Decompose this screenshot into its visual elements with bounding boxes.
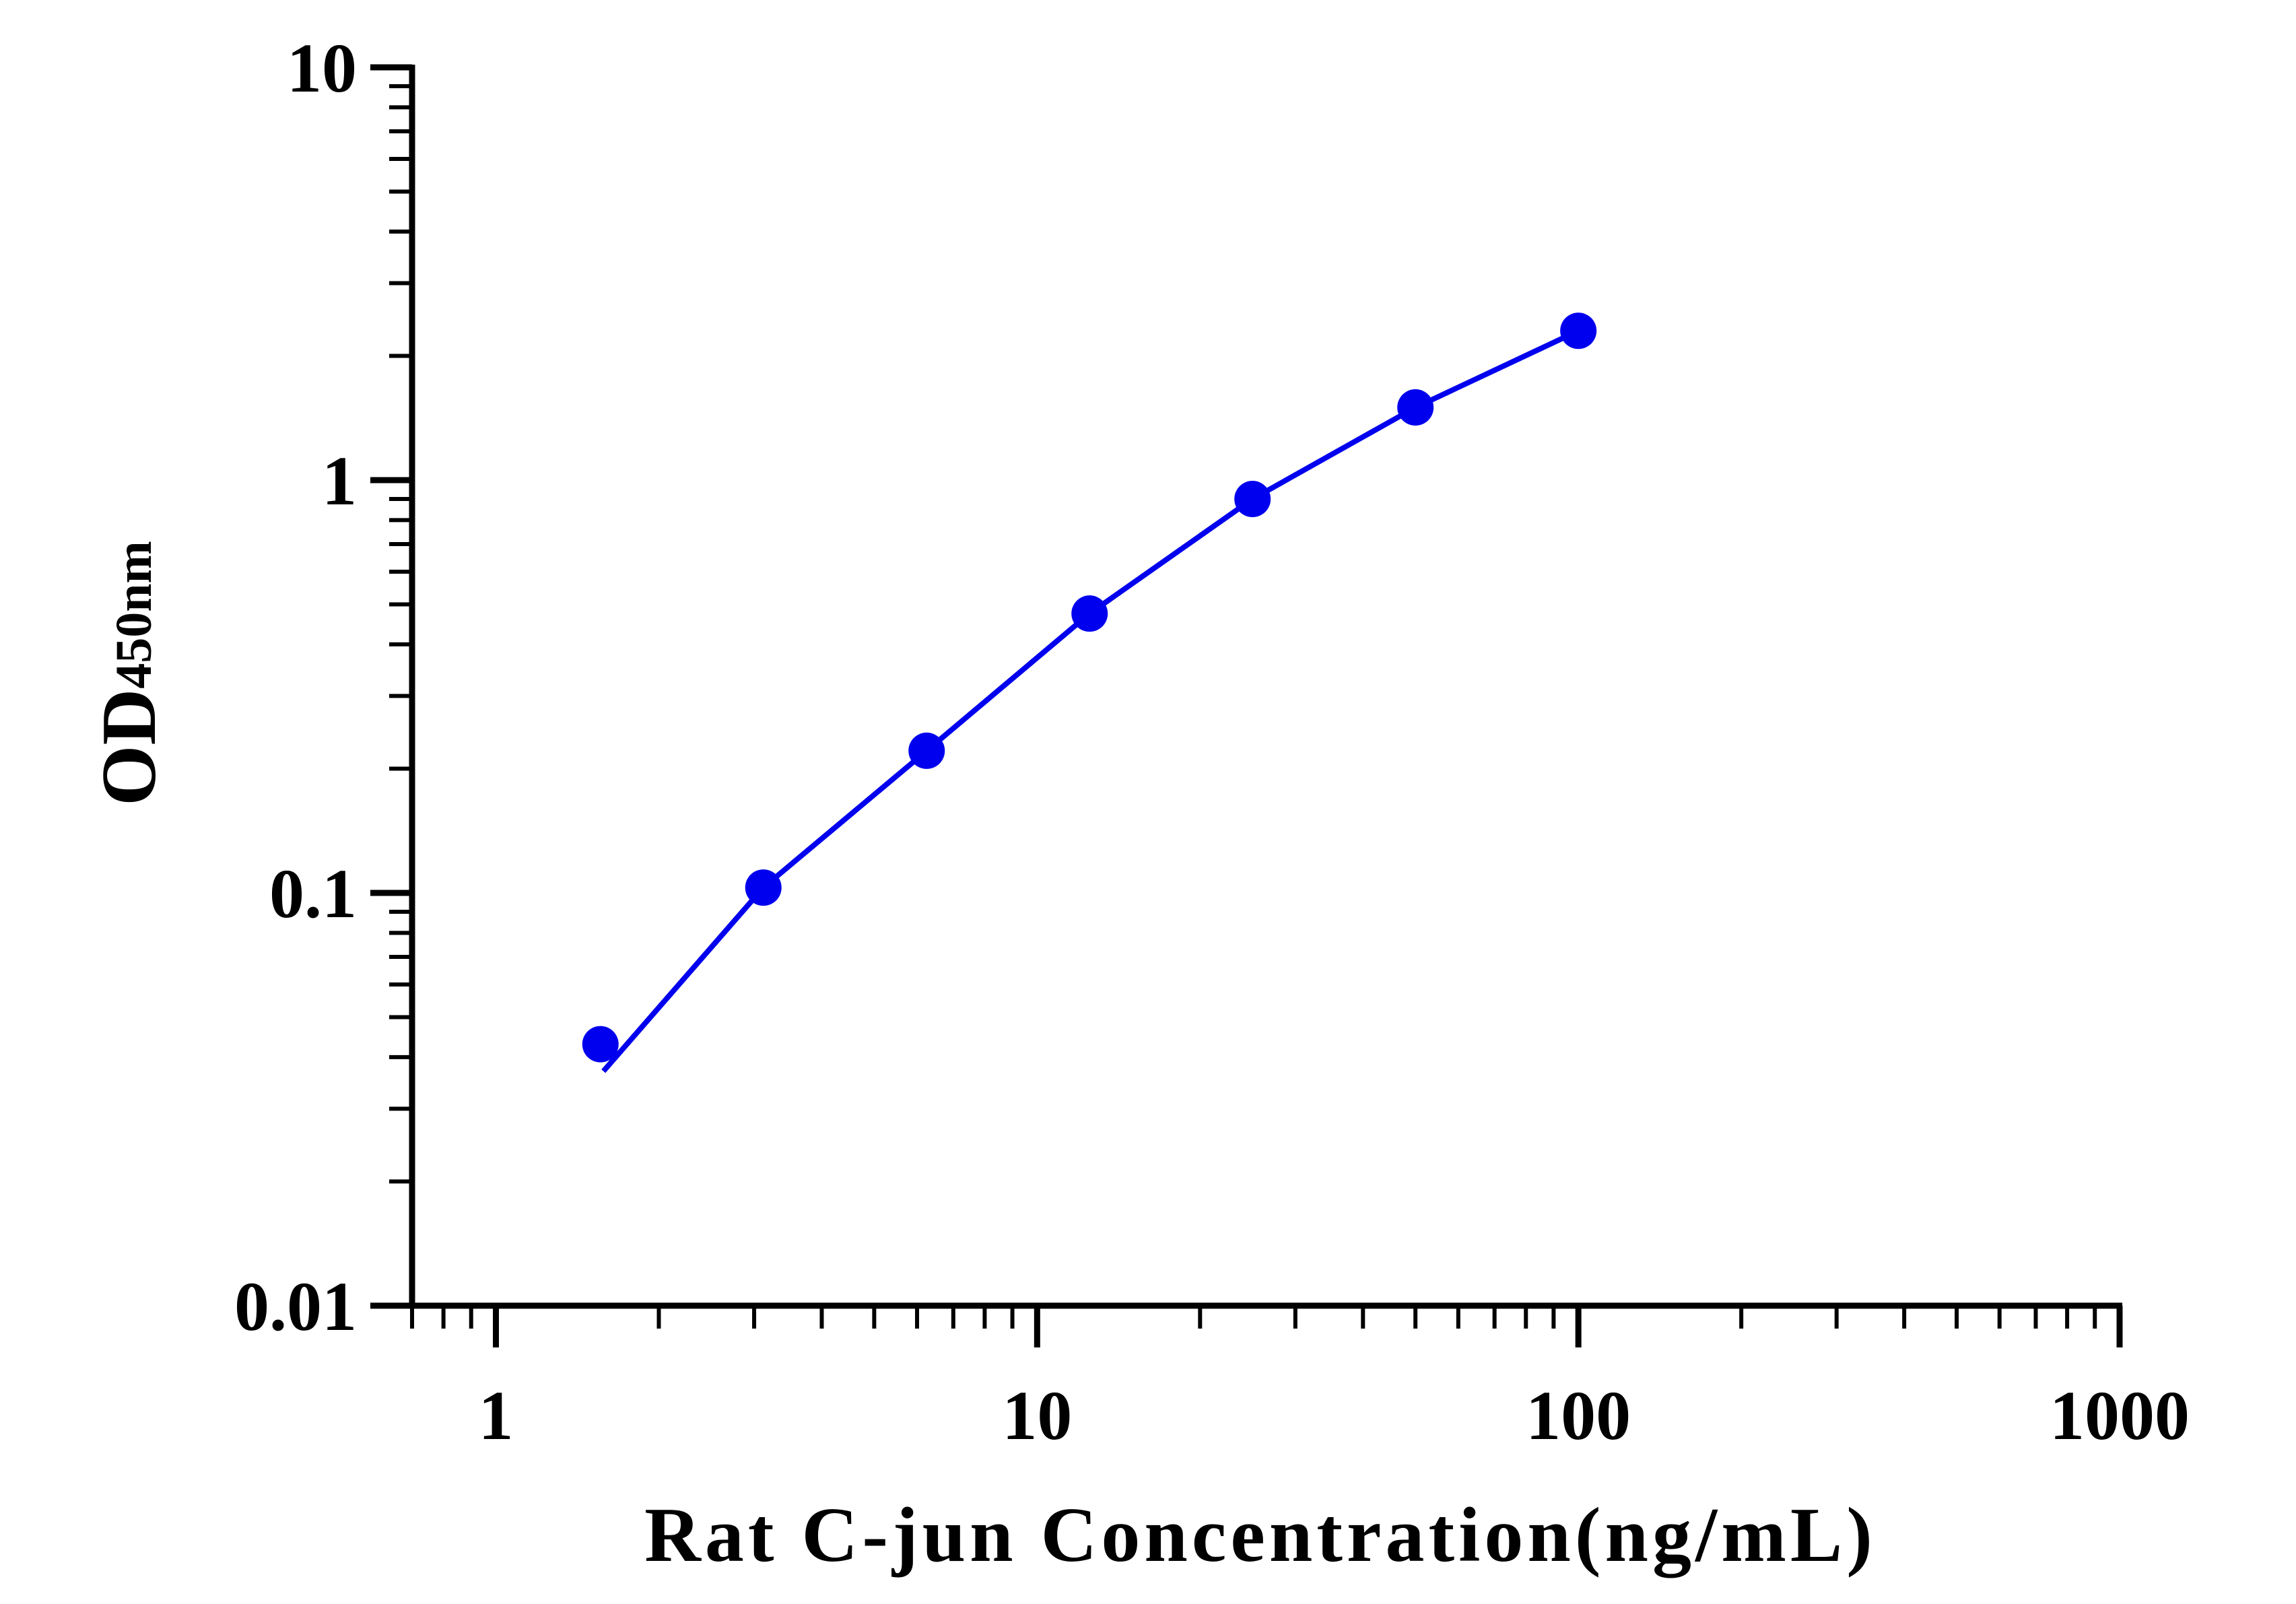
data-point [908, 732, 945, 769]
data-point [1560, 312, 1597, 349]
y-axis-title-subscript: 450nm [106, 541, 162, 689]
data-point [582, 1026, 619, 1063]
x-minor-ticks [410, 1306, 2097, 1329]
x-tick-label: 1 [479, 1377, 514, 1455]
data-point [745, 869, 782, 906]
x-tick-label: 10 [1002, 1377, 1072, 1455]
x-major-ticks [493, 1306, 2123, 1347]
x-tick-label: 1000 [2050, 1377, 2190, 1455]
y-minor-ticks [389, 84, 412, 1184]
y-axis-title: OD450nm [86, 541, 172, 806]
y-tick-label: 10 [287, 30, 357, 107]
series-layer [582, 312, 1597, 1073]
y-axis-title-main: OD [86, 689, 172, 806]
y-tick-label: 1 [322, 442, 357, 520]
fit-curve [601, 328, 1580, 1073]
data-point [1234, 481, 1271, 518]
y-tick-label: 0.1 [269, 855, 357, 933]
x-tick-labels: 1 10 100 1000 [479, 1377, 2190, 1455]
data-point [1071, 595, 1108, 632]
y-tick-labels: 0.01 0.1 1 10 [234, 30, 357, 1345]
data-point [1397, 389, 1434, 426]
y-tick-label: 0.01 [234, 1268, 357, 1345]
x-tick-label: 100 [1526, 1377, 1631, 1455]
y-major-ticks [370, 64, 412, 1309]
x-axis-title: Rat C-jun Concentration(ng/mL) [644, 1492, 1877, 1578]
